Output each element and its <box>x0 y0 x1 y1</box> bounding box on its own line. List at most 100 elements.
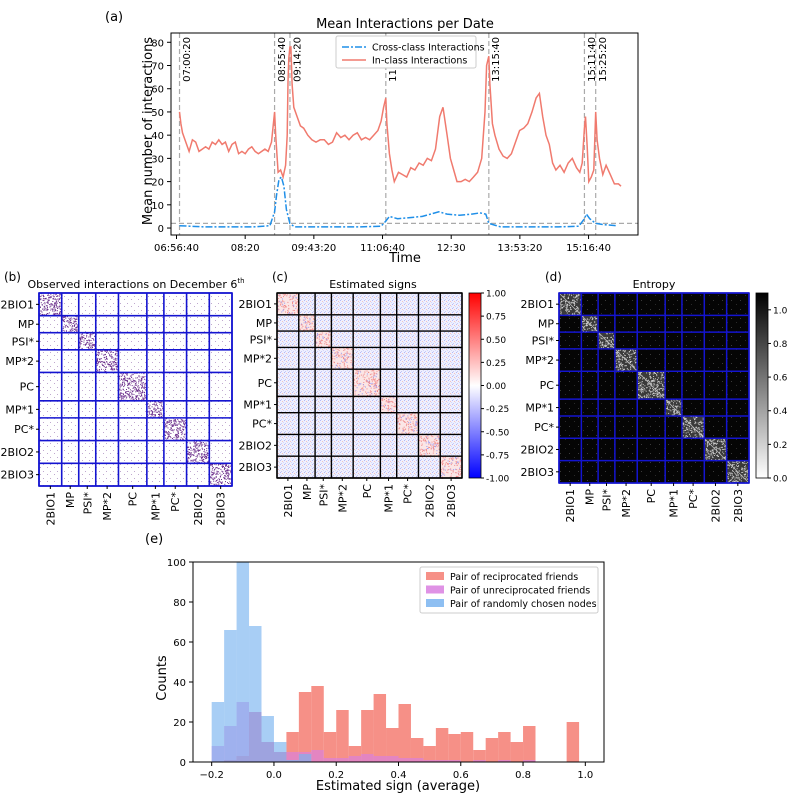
heatmap-cell <box>423 439 425 441</box>
heatmap-cell <box>376 387 378 389</box>
heatmap-cell <box>735 474 737 476</box>
heatmap-cell <box>318 345 319 347</box>
heatmap-cell <box>229 469 231 471</box>
heatmap-cell <box>420 440 422 442</box>
heatmap-cell <box>119 393 121 395</box>
heatmap-cell <box>656 375 658 377</box>
heatmap-cell <box>96 364 98 366</box>
heatmap-cell <box>735 471 737 473</box>
heatmap-cell <box>105 356 107 358</box>
heatmap-cell <box>161 403 163 405</box>
heatmap-cell <box>65 325 67 327</box>
heatmap-cell <box>443 468 445 470</box>
heatmap-cell <box>285 306 287 308</box>
heatmap-cell <box>687 429 689 431</box>
heatmap-cell <box>589 324 591 326</box>
heatmap-cell <box>657 389 659 391</box>
heatmap-cell <box>96 353 98 355</box>
heatmap-cell <box>57 312 58 314</box>
heatmap-cell <box>576 295 577 297</box>
heatmap-cell <box>227 470 229 472</box>
heatmap-cell <box>88 339 89 341</box>
heatmap-row-label: 2BIO3 <box>521 466 554 479</box>
heatmap-cell <box>606 337 608 339</box>
heatmap-cell <box>601 347 603 349</box>
heatmap-cell <box>344 359 346 361</box>
heatmap-cell <box>359 383 361 385</box>
heatmap-cell <box>706 448 708 450</box>
heatmap-cell <box>55 302 57 304</box>
heatmap-cell <box>217 471 219 473</box>
heatmap-cell <box>193 450 195 452</box>
heatmap-cell <box>287 309 289 311</box>
heatmap-cell <box>428 440 429 442</box>
heatmap-cell <box>97 357 99 359</box>
heatmap-cell <box>369 391 371 393</box>
heatmap-cell <box>295 297 297 299</box>
heatmap-cell <box>120 392 122 394</box>
heatmap-cell <box>407 416 409 418</box>
heatmap-cell <box>657 385 659 387</box>
heatmap-cell <box>568 311 570 313</box>
heatmap-cell <box>122 389 124 391</box>
heatmap-cell <box>193 451 195 453</box>
panel-d-heatmap: Entropy 2BIO12BIO1MPMPPSI*PSI*MP*2MP*2PC… <box>521 278 788 522</box>
heatmap-cell <box>422 450 424 451</box>
heatmap-cell <box>620 362 622 364</box>
heatmap-cell <box>49 306 51 308</box>
heatmap-cell <box>201 444 203 446</box>
heatmap-cell <box>301 327 303 329</box>
heatmap-cell <box>321 334 323 336</box>
heatmap-cell <box>367 391 369 393</box>
heatmap-cell <box>671 399 673 401</box>
heatmap-cell <box>158 413 160 415</box>
heatmap-cell <box>172 425 174 427</box>
heatmap-cell <box>630 368 632 370</box>
heatmap-cell <box>50 296 52 298</box>
heatmap-cell <box>621 365 622 367</box>
heatmap-cell <box>326 339 328 341</box>
heatmap-cell <box>141 395 142 396</box>
heatmap-cell <box>309 322 311 324</box>
heatmap-cell <box>126 380 127 382</box>
heatmap-cell <box>182 420 184 422</box>
heatmap-cell <box>81 338 83 340</box>
heatmap-col-label: 2BIO2 <box>192 492 205 525</box>
heatmap-cell <box>53 296 55 298</box>
heatmap-cell <box>108 363 110 365</box>
heatmap-cell <box>46 309 48 311</box>
heatmap-cell <box>153 414 155 416</box>
heatmap-cell <box>731 473 733 475</box>
heatmap-cell <box>63 326 65 328</box>
reciprocated-bar <box>323 732 337 762</box>
heatmap-cell <box>437 436 439 438</box>
heatmap-cell <box>90 345 92 347</box>
heatmap-cell <box>369 382 370 384</box>
heatmap-cell <box>149 408 151 410</box>
heatmap-cell <box>175 423 177 425</box>
heatmap-cell <box>126 396 128 398</box>
heatmap-cell <box>700 430 702 432</box>
heatmap-cell <box>709 450 711 452</box>
heatmap-cell <box>743 468 745 470</box>
heatmap-cell <box>610 346 612 348</box>
heatmap-cell <box>108 352 109 354</box>
heatmap-cell <box>195 442 197 444</box>
heatmap-cell <box>624 354 626 356</box>
heatmap-cell <box>101 350 103 352</box>
heatmap-cell <box>127 380 128 382</box>
heatmap-cell <box>416 419 418 421</box>
heatmap-cell <box>164 427 166 429</box>
heatmap-cell <box>51 303 53 305</box>
heatmap-cell <box>706 454 708 456</box>
heatmap-cell <box>707 452 709 454</box>
heatmap-cell <box>745 471 747 472</box>
heatmap-cell <box>104 359 106 361</box>
heatmap-cell <box>73 322 75 324</box>
heatmap-cell <box>159 414 161 416</box>
heatmap-cell <box>567 304 569 306</box>
heatmap-cell <box>425 440 427 442</box>
heatmap-cell <box>195 446 197 448</box>
heatmap-cell <box>605 343 607 345</box>
heatmap-cell <box>667 402 669 404</box>
